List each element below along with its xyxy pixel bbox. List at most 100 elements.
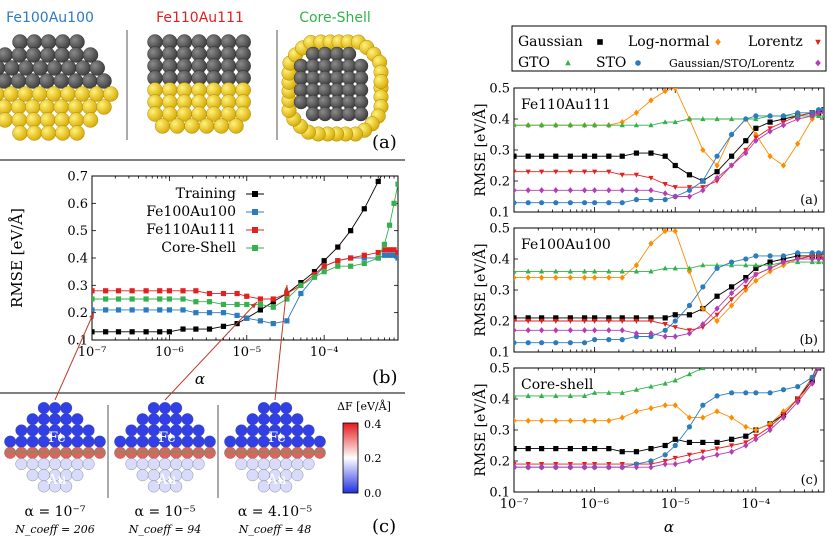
data-point xyxy=(206,290,213,297)
data-point xyxy=(728,116,735,122)
au-atom xyxy=(88,86,105,102)
data-point xyxy=(244,293,250,299)
data-point xyxy=(166,288,172,294)
data-point xyxy=(795,140,801,147)
data-point xyxy=(525,187,531,194)
data-point xyxy=(606,274,612,281)
data-point xyxy=(180,288,186,294)
nanoparticle-fe100au100 xyxy=(0,34,119,141)
atom-cell xyxy=(246,413,259,426)
data-point xyxy=(700,402,706,408)
data-point xyxy=(780,414,787,421)
data-point xyxy=(321,263,327,269)
series-line xyxy=(514,112,824,188)
colorbar-tick-min: 0.0 xyxy=(364,487,382,500)
y-tick-label: 0.2 xyxy=(67,306,88,321)
atom-cell xyxy=(269,458,281,470)
data-point xyxy=(686,371,693,377)
atom-cell xyxy=(125,435,138,448)
data-point xyxy=(553,340,559,346)
data-point xyxy=(539,446,545,452)
data-point xyxy=(809,374,815,380)
data-point xyxy=(619,122,625,128)
au-atom xyxy=(373,74,389,90)
data-point xyxy=(553,274,559,281)
data-point xyxy=(633,315,640,321)
arrow-head xyxy=(283,285,289,292)
data-point xyxy=(592,169,598,175)
data-point xyxy=(767,420,773,427)
data-point xyxy=(780,162,787,169)
atom-cell xyxy=(280,480,293,493)
data-point xyxy=(115,329,122,335)
au-atom xyxy=(198,118,215,134)
data-point xyxy=(567,187,573,194)
data-point xyxy=(592,327,598,334)
atom-cell xyxy=(49,446,61,459)
atom-cell xyxy=(291,435,304,448)
atom-cell xyxy=(246,446,259,459)
fe-atom xyxy=(0,47,13,63)
ncoeff-label-1: N_coeff = 206 xyxy=(14,523,94,536)
data-point xyxy=(795,110,801,116)
data-point xyxy=(648,315,654,321)
data-point xyxy=(553,187,559,194)
data-point xyxy=(753,113,759,119)
data-point xyxy=(619,337,625,343)
data-point xyxy=(780,253,787,259)
data-point xyxy=(700,449,706,455)
data-point xyxy=(157,329,163,335)
atom-cell xyxy=(147,413,160,426)
atom-cell xyxy=(302,446,315,459)
data-point xyxy=(809,112,815,120)
y-tick-label: 0.1 xyxy=(67,334,88,349)
atom-cell xyxy=(257,402,270,414)
data-point xyxy=(381,252,387,258)
atom-cell xyxy=(93,446,106,459)
series-line xyxy=(514,109,824,182)
data-point xyxy=(592,417,598,424)
data-point xyxy=(386,252,393,258)
atom-cell xyxy=(136,413,149,426)
basis-comparison-chart: Gaussian Log-normal Lorentz GTO STO Gaussian/… xyxy=(471,25,827,536)
atom-cell xyxy=(125,446,138,459)
data-point xyxy=(795,384,801,390)
data-point xyxy=(257,296,263,302)
data-point xyxy=(525,268,531,274)
atom-cell xyxy=(125,458,138,470)
data-point xyxy=(672,325,678,331)
series-line xyxy=(514,368,818,468)
fe-region-label: Fe xyxy=(48,430,65,446)
data-point xyxy=(391,252,397,258)
data-point xyxy=(728,302,735,309)
y-axis-label: RMSE [eV/Å] xyxy=(8,208,26,308)
atom-cell xyxy=(192,446,205,459)
atom-cell xyxy=(192,424,205,437)
au-atom xyxy=(46,86,62,102)
au-atom xyxy=(40,112,56,128)
data-point xyxy=(553,464,559,471)
data-point xyxy=(553,268,559,274)
fe-atom xyxy=(54,47,70,63)
data-point xyxy=(606,389,612,395)
fe-atom xyxy=(11,47,27,63)
data-point xyxy=(592,153,598,159)
chart-b-legend: Training Fe100Au100 Fe110Au111 Core-Shell xyxy=(146,186,264,256)
data-point xyxy=(298,280,304,286)
au-atom xyxy=(40,125,57,141)
data-point xyxy=(606,318,612,324)
atom-cell xyxy=(257,446,270,459)
x-tick-label: 10⁻⁴ xyxy=(310,345,339,360)
data-point xyxy=(728,436,735,442)
data-point xyxy=(753,125,759,131)
atom-cell xyxy=(235,446,248,459)
data-point xyxy=(395,181,398,187)
atom-cell xyxy=(15,424,28,437)
structure-label-core-shell: Core-Shell xyxy=(299,10,371,26)
fe-atom xyxy=(82,47,99,63)
data-point xyxy=(335,258,341,264)
data-point xyxy=(270,321,276,327)
atom-cell xyxy=(302,435,315,448)
data-point xyxy=(648,383,654,389)
atom-cell xyxy=(60,480,73,493)
